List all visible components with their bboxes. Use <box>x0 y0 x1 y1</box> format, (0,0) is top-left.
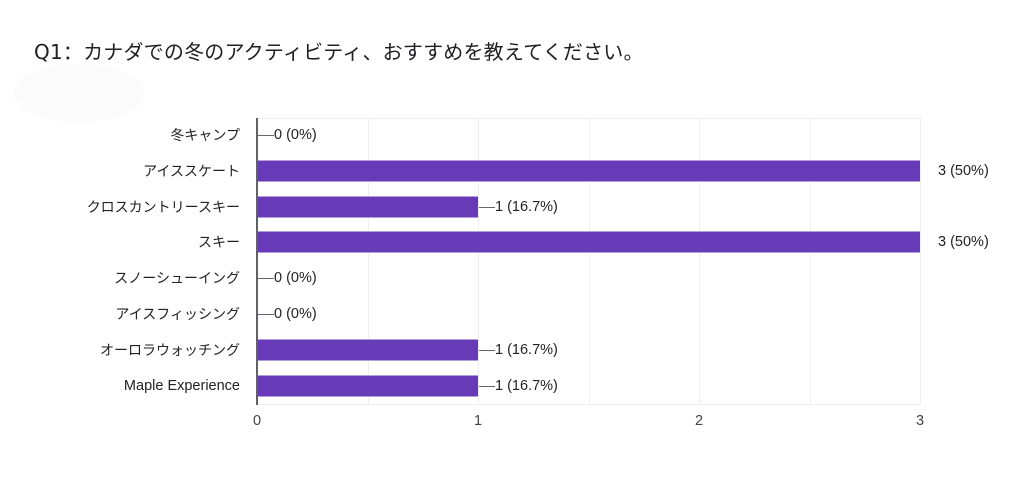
category-label: クロスカントリースキー <box>86 199 240 216</box>
category-label: スノーシューイング <box>114 271 240 288</box>
data-label: 1 (16.7%) <box>495 377 558 394</box>
category-label: アイススケート <box>143 163 240 180</box>
category-label: スキー <box>198 235 240 252</box>
label-leader-line <box>258 135 274 136</box>
category-label: Maple Experience <box>123 377 240 394</box>
gridline <box>478 119 479 404</box>
label-leader-line <box>479 349 495 351</box>
label-leader-line <box>479 206 495 208</box>
category-label: 冬キャンプ <box>170 128 240 144</box>
y-axis-line <box>256 118 258 405</box>
label-leader-line <box>479 385 495 387</box>
category-label: オーロラウォッチング <box>100 342 240 359</box>
bar[interactable] <box>258 374 478 397</box>
decorative-blob <box>14 64 144 122</box>
data-label: 1 (16.7%) <box>495 198 558 215</box>
x-tick-label: 3 <box>915 413 925 429</box>
bar[interactable] <box>258 195 478 218</box>
question-title: Q1：カナダでの冬のアクティビティ、おすすめを教えてください。 <box>34 40 644 64</box>
bar[interactable] <box>258 338 478 361</box>
bar[interactable] <box>258 159 920 182</box>
plot-area <box>257 118 921 405</box>
bar[interactable] <box>258 231 920 254</box>
gridline <box>588 119 590 404</box>
data-label: 0 (0%) <box>274 127 317 143</box>
category-label: アイスフィッシング <box>115 307 240 323</box>
label-leader-line <box>258 314 274 315</box>
x-tick-label: 1 <box>473 413 483 429</box>
data-label: 3 (50%) <box>938 162 989 179</box>
x-tick-label: 2 <box>694 413 704 429</box>
data-label: 0 (0%) <box>274 306 317 322</box>
data-label: 1 (16.7%) <box>495 341 558 358</box>
x-tick-label: 0 <box>252 413 262 429</box>
gridline <box>809 119 811 404</box>
gridline <box>367 119 369 404</box>
data-label: 3 (50%) <box>938 234 989 251</box>
data-label: 0 (0%) <box>274 270 317 287</box>
label-leader-line <box>258 278 274 280</box>
gridline <box>699 119 700 404</box>
